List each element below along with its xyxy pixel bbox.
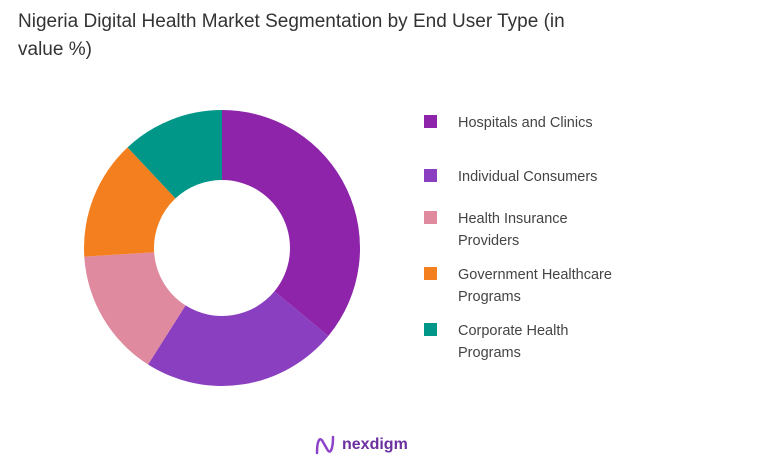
donut-slice-1 (222, 110, 361, 336)
donut-slice-3 (84, 252, 186, 365)
brand-logo: nexdigm (314, 434, 408, 456)
donut-slice-2 (148, 291, 329, 386)
legend-swatch (424, 211, 437, 224)
legend-item: Health Insurance Providers (424, 208, 684, 252)
legend-label: Hospitals and Clinics (458, 115, 593, 131)
chart-title: Nigeria Digital Health Market Segmentati… (18, 11, 565, 60)
legend-swatch (424, 169, 437, 182)
legend-swatch (424, 267, 437, 280)
legend-item: Corporate Health Programs (424, 320, 684, 364)
nexdigm-logo-icon (315, 435, 335, 455)
legend-label: Health Insurance Providers (458, 211, 568, 249)
legend-item: Government Healthcare Programs (424, 264, 684, 308)
legend-item: Individual Consumers (424, 166, 684, 188)
donut-slice-4 (83, 147, 176, 257)
legend-item: Hospitals and Clinics (424, 112, 684, 134)
legend-label: Corporate Health Programs (458, 323, 569, 361)
donut-slice-5 (127, 110, 222, 199)
legend-swatch (424, 323, 437, 336)
legend-swatch (424, 115, 437, 128)
legend-label: Individual Consumers (458, 169, 598, 185)
legend-label: Government Healthcare Programs (458, 267, 612, 305)
brand-name: nexdigm (342, 436, 408, 453)
